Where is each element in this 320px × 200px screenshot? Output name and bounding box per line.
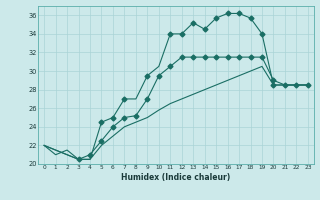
X-axis label: Humidex (Indice chaleur): Humidex (Indice chaleur): [121, 173, 231, 182]
